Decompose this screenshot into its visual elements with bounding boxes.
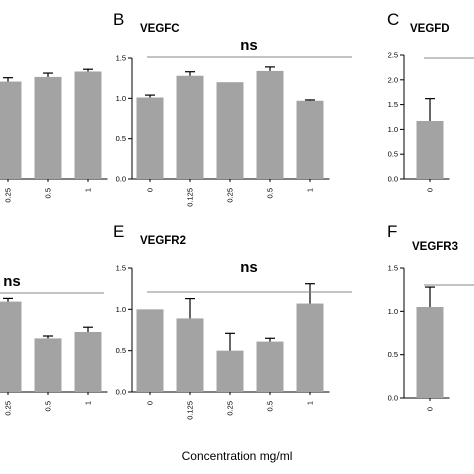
x-tick-label: 0.25 xyxy=(226,401,235,416)
bar xyxy=(296,303,324,392)
y-tick-label: 1.5 xyxy=(388,100,398,109)
bar xyxy=(34,338,62,392)
bar xyxy=(0,301,22,392)
bar xyxy=(74,71,102,179)
y-tick-label: 0.0 xyxy=(388,394,398,403)
x-tick-label: 0.25 xyxy=(226,188,235,203)
panel-letter-e: E xyxy=(113,222,124,241)
bar xyxy=(176,318,204,392)
chart-panel-3: 0.25 0.5 1 ns xyxy=(0,273,108,416)
y-tick-label: 1.5 xyxy=(388,264,398,273)
chart-panel-0: 0.25 0.5 1 xyxy=(0,68,108,203)
x-tick-label: 1 xyxy=(84,401,93,405)
bar xyxy=(216,350,244,392)
significance-label: ns xyxy=(240,37,258,54)
y-tick-label: 1.0 xyxy=(388,307,398,316)
bar xyxy=(34,76,62,179)
bar xyxy=(0,81,22,179)
x-tick-label: 0.5 xyxy=(44,188,53,198)
x-tick-label: 0 xyxy=(146,188,155,192)
y-tick-label: 2.0 xyxy=(388,75,398,84)
bar xyxy=(74,332,102,392)
x-tick-label: 1 xyxy=(84,188,93,192)
bar xyxy=(416,120,444,179)
y-tick-label: 1.5 xyxy=(116,264,126,273)
chart-panel-5: 0.0 0.5 1.0 1.5 0 xyxy=(388,264,474,411)
x-tick-label: 0.5 xyxy=(266,401,275,411)
bar xyxy=(216,82,244,179)
x-tick-label: 0 xyxy=(426,188,435,192)
bar xyxy=(136,97,164,179)
panel-title-vegfd: VEGFD xyxy=(410,23,450,35)
bar xyxy=(136,309,164,392)
y-tick-label: 0.5 xyxy=(388,350,398,359)
panel-title-vegfc: VEGFC xyxy=(140,23,180,35)
x-tick-label: 0 xyxy=(146,401,155,405)
bar xyxy=(176,75,204,179)
y-tick-label: 1.5 xyxy=(116,54,126,63)
y-tick-label: 1.0 xyxy=(116,94,126,103)
y-tick-label: 2.5 xyxy=(388,51,398,60)
chart-panel-2: 0.0 0.5 1.0 1.5 2.0 2.5 0 xyxy=(388,51,474,192)
y-tick-label: 1.0 xyxy=(116,305,126,314)
panel-letter-b: B xyxy=(113,10,124,29)
bar xyxy=(416,307,444,398)
x-tick-label: 1 xyxy=(306,401,315,405)
y-tick-label: 0.5 xyxy=(116,134,126,143)
panel-title-vegfr3: VEGFR3 xyxy=(412,241,458,253)
plots-layer: 0.25 0.5 10.00.51.01.50 0.125 0.25 0.5 1ns0.00… xyxy=(0,37,474,420)
x-tick-label: 0.5 xyxy=(44,401,53,411)
x-tick-label: 0.25 xyxy=(4,188,13,203)
chart-panel-4: 0.0 0.5 1.0 1.5 0 0.125 0.25 0.5 1 ns xyxy=(116,259,352,420)
panel-title-vegfr2: VEGFR2 xyxy=(140,235,186,247)
y-tick-label: 0.5 xyxy=(116,346,126,355)
x-tick-label: 0.5 xyxy=(266,188,275,198)
y-tick-label: 0.0 xyxy=(116,175,126,184)
shared-x-axis-label: Concentration mg/ml xyxy=(182,449,293,463)
x-tick-label: 0 xyxy=(426,407,435,411)
x-tick-label: 0.25 xyxy=(4,401,13,416)
significance-label: ns xyxy=(240,259,258,276)
x-tick-label: 0.125 xyxy=(186,188,195,207)
y-tick-label: 0.5 xyxy=(388,150,398,159)
bar xyxy=(256,70,284,179)
bar xyxy=(296,100,324,179)
chart-panel-1: 0.0 0.5 1.0 1.5 0 0.125 0.25 0.5 1 ns xyxy=(116,37,352,207)
y-tick-label: 0.0 xyxy=(388,175,398,184)
x-tick-label: 0.125 xyxy=(186,401,195,420)
bar xyxy=(256,341,284,392)
significance-label: ns xyxy=(3,273,21,290)
x-tick-label: 1 xyxy=(306,188,315,192)
panel-letter-f: F xyxy=(387,222,397,241)
y-tick-label: 1.0 xyxy=(388,125,398,134)
panel-letter-c: C xyxy=(387,10,399,29)
y-tick-label: 0.0 xyxy=(116,388,126,397)
